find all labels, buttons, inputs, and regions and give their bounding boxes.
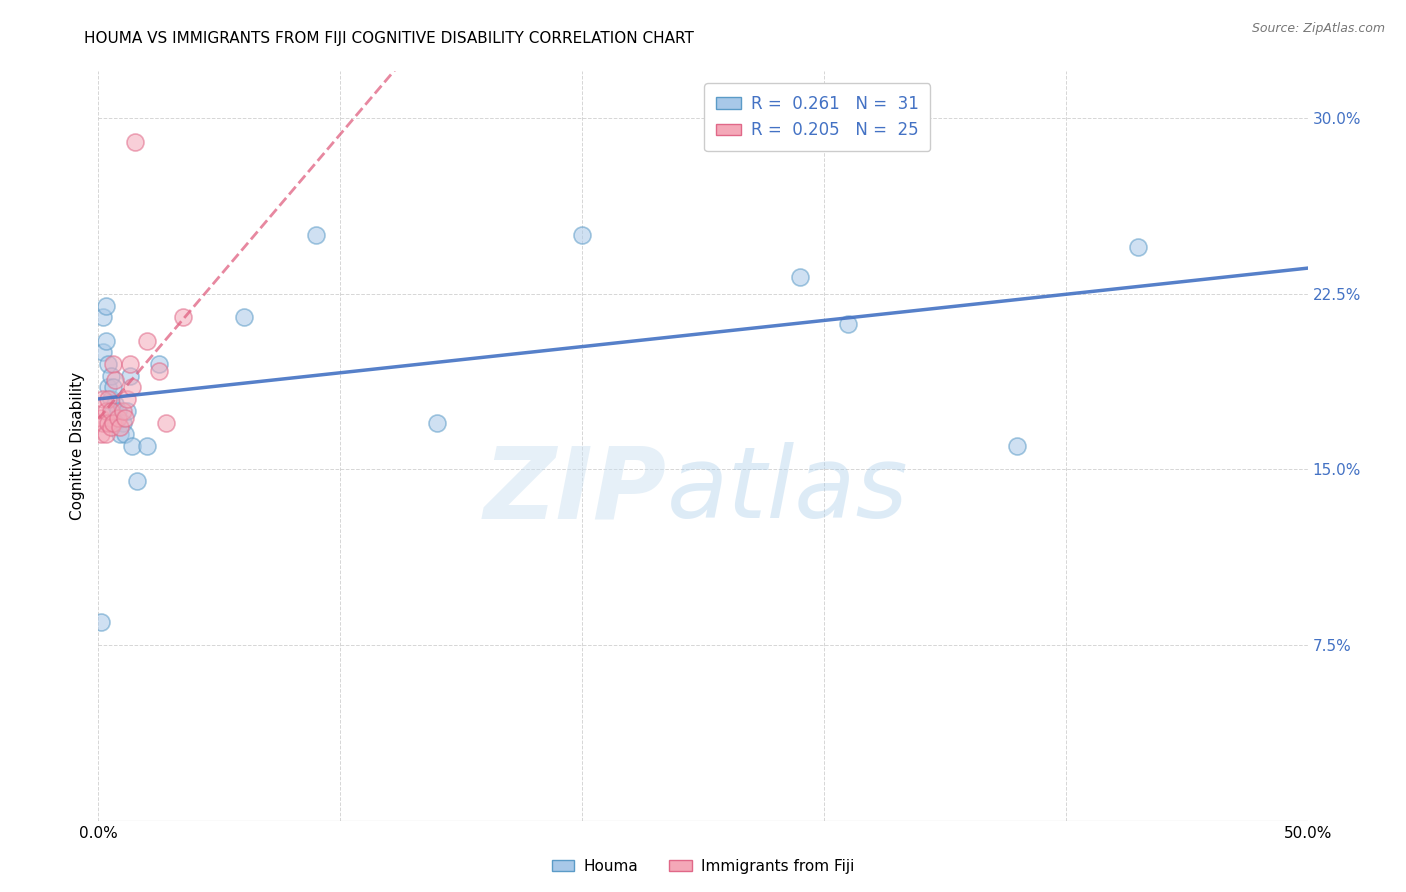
Point (1128, 240, 1150, 254)
Y-axis label: Cognitive Disability: Cognitive Disability (70, 372, 86, 520)
Point (94, 427, 117, 442)
Point (148, 364, 170, 378)
Point (114, 411, 136, 425)
Point (124, 135, 146, 149)
Point (148, 357, 170, 371)
Point (97, 416, 120, 430)
Point (117, 392, 139, 407)
Point (426, 416, 449, 430)
Text: atlas: atlas (666, 442, 908, 540)
Point (100, 404, 122, 418)
Point (232, 310, 254, 325)
Point (118, 357, 141, 371)
Legend: Houma, Immigrants from Fiji: Houma, Immigrants from Fiji (546, 853, 860, 880)
Point (101, 404, 124, 418)
Point (91, 310, 114, 325)
Point (90, 427, 112, 442)
Point (101, 357, 124, 371)
Point (100, 420, 122, 434)
Point (91, 345, 114, 359)
Point (121, 380, 143, 394)
Point (155, 416, 177, 430)
Point (94, 334, 117, 348)
Point (100, 392, 122, 407)
Text: ZIP: ZIP (484, 442, 666, 540)
Point (107, 404, 129, 418)
Legend: R =  0.261   N =  31, R =  0.205   N =  25: R = 0.261 N = 31, R = 0.205 N = 25 (704, 84, 931, 151)
Point (90, 615, 112, 629)
Point (135, 334, 157, 348)
Point (91, 416, 114, 430)
Point (135, 439, 157, 453)
Point (101, 380, 124, 394)
Point (101, 416, 124, 430)
Point (127, 474, 149, 488)
Point (97, 357, 120, 371)
Point (108, 420, 131, 434)
Point (837, 318, 859, 332)
Point (111, 416, 134, 430)
Point (94, 298, 117, 313)
Point (104, 416, 127, 430)
Point (571, 228, 593, 243)
Point (108, 427, 131, 442)
Point (172, 310, 194, 325)
Point (104, 374, 127, 388)
Point (1007, 439, 1029, 453)
Point (789, 270, 811, 285)
Point (111, 404, 134, 418)
Point (100, 368, 122, 383)
Text: Source: ZipAtlas.com: Source: ZipAtlas.com (1251, 22, 1385, 36)
Point (107, 411, 129, 425)
Point (91, 392, 114, 407)
Point (104, 397, 127, 411)
Point (121, 439, 143, 453)
Point (90, 411, 112, 425)
Point (305, 228, 328, 243)
Point (97, 392, 120, 407)
Text: HOUMA VS IMMIGRANTS FROM FIJI COGNITIVE DISABILITY CORRELATION CHART: HOUMA VS IMMIGRANTS FROM FIJI COGNITIVE … (84, 31, 695, 46)
Point (94, 404, 117, 418)
Point (114, 427, 136, 442)
Point (97, 380, 120, 394)
Point (117, 404, 139, 418)
Point (118, 368, 141, 383)
